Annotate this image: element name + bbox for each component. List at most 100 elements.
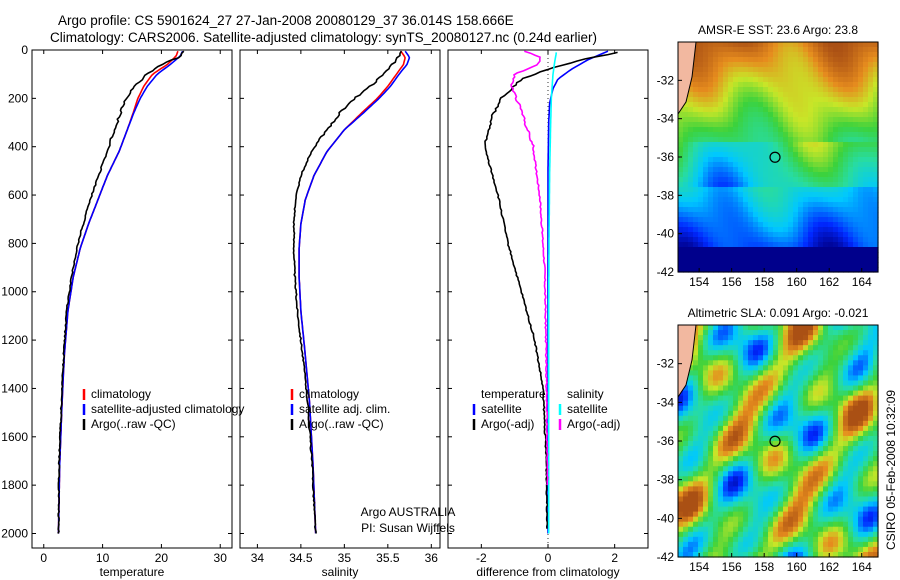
map-cell	[743, 47, 749, 53]
map-cell	[868, 511, 874, 518]
map-cell	[833, 92, 839, 98]
map-cell	[733, 267, 739, 273]
map-cell	[813, 551, 819, 558]
map-cell	[743, 471, 749, 477]
map-cell	[703, 137, 709, 143]
map-cell	[758, 496, 764, 503]
map-cell	[688, 227, 694, 233]
map-cell	[843, 345, 849, 351]
map-cell	[863, 122, 869, 128]
map-cell	[863, 451, 869, 457]
map-cell	[868, 360, 874, 366]
map-cell	[743, 212, 749, 218]
map-cell	[698, 491, 704, 498]
map-cell	[833, 52, 839, 58]
map-cell	[863, 506, 869, 513]
map-cell	[803, 92, 809, 98]
map-cell	[798, 252, 804, 258]
y-tick-label: 2000	[1, 526, 28, 540]
map-cell	[823, 232, 829, 238]
map-cell	[708, 177, 714, 183]
map-cell	[733, 501, 739, 508]
map-cell	[783, 122, 789, 128]
map-cell	[818, 167, 824, 173]
map-cell	[773, 197, 779, 203]
map-cell	[688, 481, 694, 487]
map-cell	[778, 425, 784, 432]
map-cell	[783, 87, 789, 93]
map-cell	[743, 122, 749, 128]
map-cell	[748, 247, 754, 253]
map-cell	[763, 385, 769, 392]
map-cell	[793, 375, 799, 382]
map-cell	[818, 511, 824, 518]
map-cell	[838, 546, 844, 553]
y-tick-label: 1800	[1, 478, 28, 492]
map-cell	[698, 252, 704, 258]
map-cell	[698, 267, 704, 273]
map-cell	[813, 167, 819, 173]
map-cell	[688, 521, 694, 528]
map-cell	[778, 446, 784, 452]
map-cell	[868, 47, 874, 53]
map-cell	[873, 395, 879, 402]
map-cell	[698, 526, 704, 533]
map-cell	[683, 425, 689, 432]
map-cell	[818, 172, 824, 178]
map-cell	[868, 506, 874, 513]
map-cell	[848, 446, 854, 452]
map-cell	[758, 471, 764, 477]
map-cell	[828, 82, 834, 88]
map-cell	[813, 526, 819, 533]
map-cell	[818, 516, 824, 523]
map-cell	[728, 87, 734, 93]
map-cell	[748, 112, 754, 118]
map-cell	[688, 531, 694, 538]
map-cell	[763, 42, 769, 48]
map-cell	[748, 127, 754, 133]
x-tick-label: 154	[689, 275, 709, 289]
map-cell	[698, 476, 704, 482]
map-cell	[678, 395, 684, 402]
map-cell	[683, 177, 689, 183]
map-cell	[723, 496, 729, 503]
map-cell	[863, 42, 869, 48]
map-cell	[773, 385, 779, 392]
map-cell	[838, 516, 844, 523]
map-cell	[808, 157, 814, 163]
map-cell	[823, 172, 829, 178]
map-cell	[758, 207, 764, 213]
map-cell	[873, 410, 879, 417]
map-cell	[778, 506, 784, 513]
map-cell	[863, 546, 869, 553]
map-cell	[798, 511, 804, 518]
map-cell	[678, 267, 684, 273]
map-cell	[753, 167, 759, 173]
map-cell	[728, 491, 734, 498]
map-cell	[748, 481, 754, 487]
map-cell	[793, 541, 799, 548]
map-cell	[853, 400, 859, 407]
map-cell	[768, 262, 774, 268]
map-cell	[758, 481, 764, 487]
map-cell	[693, 227, 699, 233]
map-cell	[708, 335, 714, 341]
map-cell	[818, 456, 824, 462]
map-cell	[788, 471, 794, 477]
map-cell	[818, 67, 824, 73]
map-cell	[733, 506, 739, 513]
map-cell	[773, 72, 779, 78]
map-cell	[693, 147, 699, 153]
map-cell	[783, 415, 789, 422]
map-cell	[753, 546, 759, 553]
map-cell	[688, 162, 694, 168]
map-cell	[838, 247, 844, 253]
map-cell	[833, 162, 839, 168]
map-cell	[833, 157, 839, 163]
map-cell	[753, 325, 759, 331]
map-cell	[843, 242, 849, 248]
map-cell	[863, 380, 869, 387]
map-cell	[768, 506, 774, 513]
map-cell	[788, 486, 794, 493]
map-cell	[723, 511, 729, 518]
